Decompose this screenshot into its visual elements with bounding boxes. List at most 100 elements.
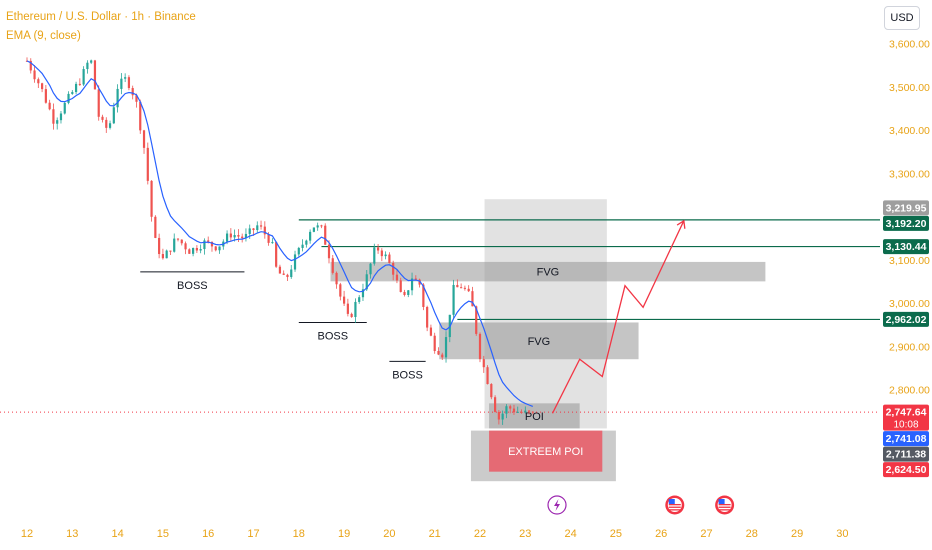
candle-body — [527, 410, 531, 412]
candle-body — [41, 83, 44, 90]
candle-body — [490, 384, 493, 398]
candle-body — [407, 290, 410, 295]
price-tag[interactable]: 3,219.95 — [883, 200, 929, 216]
candle-body — [410, 278, 414, 291]
candle-body — [316, 225, 319, 228]
zone-gray-light[interactable] — [484, 199, 607, 429]
candle-body — [169, 250, 172, 252]
chart-title: Ethereum / U.S. Dollar · 1h · Binance — [6, 11, 196, 23]
x-tick-label: 23 — [519, 528, 531, 540]
price-tag-value: 2,741.08 — [886, 433, 927, 445]
x-tick-label: 14 — [111, 528, 123, 540]
candle-body — [358, 297, 361, 302]
currency-button[interactable]: USD — [884, 6, 920, 30]
candle-body — [188, 249, 191, 254]
candle-body — [259, 225, 263, 227]
candle-body — [158, 237, 161, 255]
candle-body — [63, 102, 66, 114]
zone-fvg[interactable] — [439, 322, 639, 360]
price-tag-bg — [883, 239, 929, 255]
candle-body — [324, 225, 327, 245]
candle-body — [52, 109, 55, 124]
candle-body — [369, 263, 372, 275]
arrow-head-icon — [676, 219, 686, 229]
x-tick-label: 25 — [610, 528, 622, 540]
candle-body — [524, 410, 527, 413]
candle-body — [471, 291, 474, 307]
price-tag-bg — [883, 311, 929, 327]
candle-body — [312, 227, 315, 232]
candle-body — [399, 280, 402, 292]
candle-body — [131, 88, 134, 96]
candle-body — [146, 147, 149, 181]
candle-body — [214, 246, 217, 251]
candle-body — [184, 243, 187, 250]
candle-body — [482, 359, 485, 368]
zone-poi[interactable] — [489, 403, 580, 429]
candle-body — [414, 278, 417, 280]
x-tick-label: 29 — [791, 528, 803, 540]
x-tick-label: 19 — [338, 528, 350, 540]
zone-extreem-poi[interactable] — [489, 430, 603, 472]
candle-body — [516, 411, 519, 413]
candle-body — [429, 327, 433, 336]
candle-body — [116, 88, 119, 108]
candle-body — [180, 239, 183, 244]
candle-body — [388, 254, 391, 264]
x-tick-label: 16 — [202, 528, 214, 540]
price-tag[interactable]: 2,711.38 — [883, 446, 929, 462]
candle-body — [86, 62, 89, 70]
candle-body — [195, 247, 198, 251]
candle-body — [218, 246, 221, 251]
candle-body — [512, 408, 516, 413]
candle-body — [275, 242, 278, 267]
candle-body — [233, 235, 236, 238]
candle-body — [154, 216, 157, 238]
candle-body — [161, 254, 164, 259]
x-tick-label: 20 — [383, 528, 395, 540]
candle-body — [56, 120, 59, 124]
candle-body — [505, 406, 508, 414]
price-tag-value: 2,962.02 — [886, 314, 927, 326]
candle-body — [225, 233, 229, 242]
candle-body — [120, 78, 123, 89]
candle-body — [501, 413, 504, 420]
candle-body — [354, 301, 357, 318]
ema-line[interactable] — [26, 60, 534, 407]
candle-body — [475, 306, 478, 334]
candle-body — [192, 247, 195, 254]
candle-body — [112, 107, 115, 124]
price-tag-bg — [883, 215, 929, 231]
price-tag[interactable]: 2,624.50 — [883, 462, 929, 478]
candle-body — [301, 244, 304, 248]
y-tick-label: 3,400.00 — [889, 125, 930, 137]
candle-body — [361, 289, 365, 298]
lightning-icon[interactable] — [547, 495, 567, 515]
zone-fvg[interactable] — [330, 261, 766, 282]
candle-body — [392, 263, 395, 275]
price-tag[interactable]: 2,962.02 — [883, 311, 929, 327]
candle-body — [433, 335, 436, 352]
x-tick-label: 15 — [157, 528, 169, 540]
x-tick-label: 13 — [66, 528, 78, 540]
price-tag[interactable]: 3,192.20 — [883, 215, 929, 231]
candle-body — [199, 249, 202, 251]
boss-label: BOSS — [392, 369, 423, 381]
us-flag-icon[interactable] — [665, 495, 685, 515]
candle-body — [444, 337, 448, 358]
price-tag[interactable]: 3,130.44 — [883, 239, 929, 255]
candle-body — [494, 397, 497, 412]
candle-body — [346, 303, 349, 314]
x-tick-label: 30 — [836, 528, 848, 540]
boss-label: BOSS — [317, 330, 348, 342]
x-tick-label: 17 — [247, 528, 259, 540]
x-tick-label: 27 — [700, 528, 712, 540]
zone-label: POI — [525, 411, 544, 423]
candle-body — [486, 367, 489, 385]
price-tag[interactable]: 2,741.08 — [883, 431, 929, 447]
projection-line[interactable] — [551, 220, 685, 414]
us-flag-icon[interactable] — [715, 495, 735, 515]
candle-body — [237, 235, 240, 237]
